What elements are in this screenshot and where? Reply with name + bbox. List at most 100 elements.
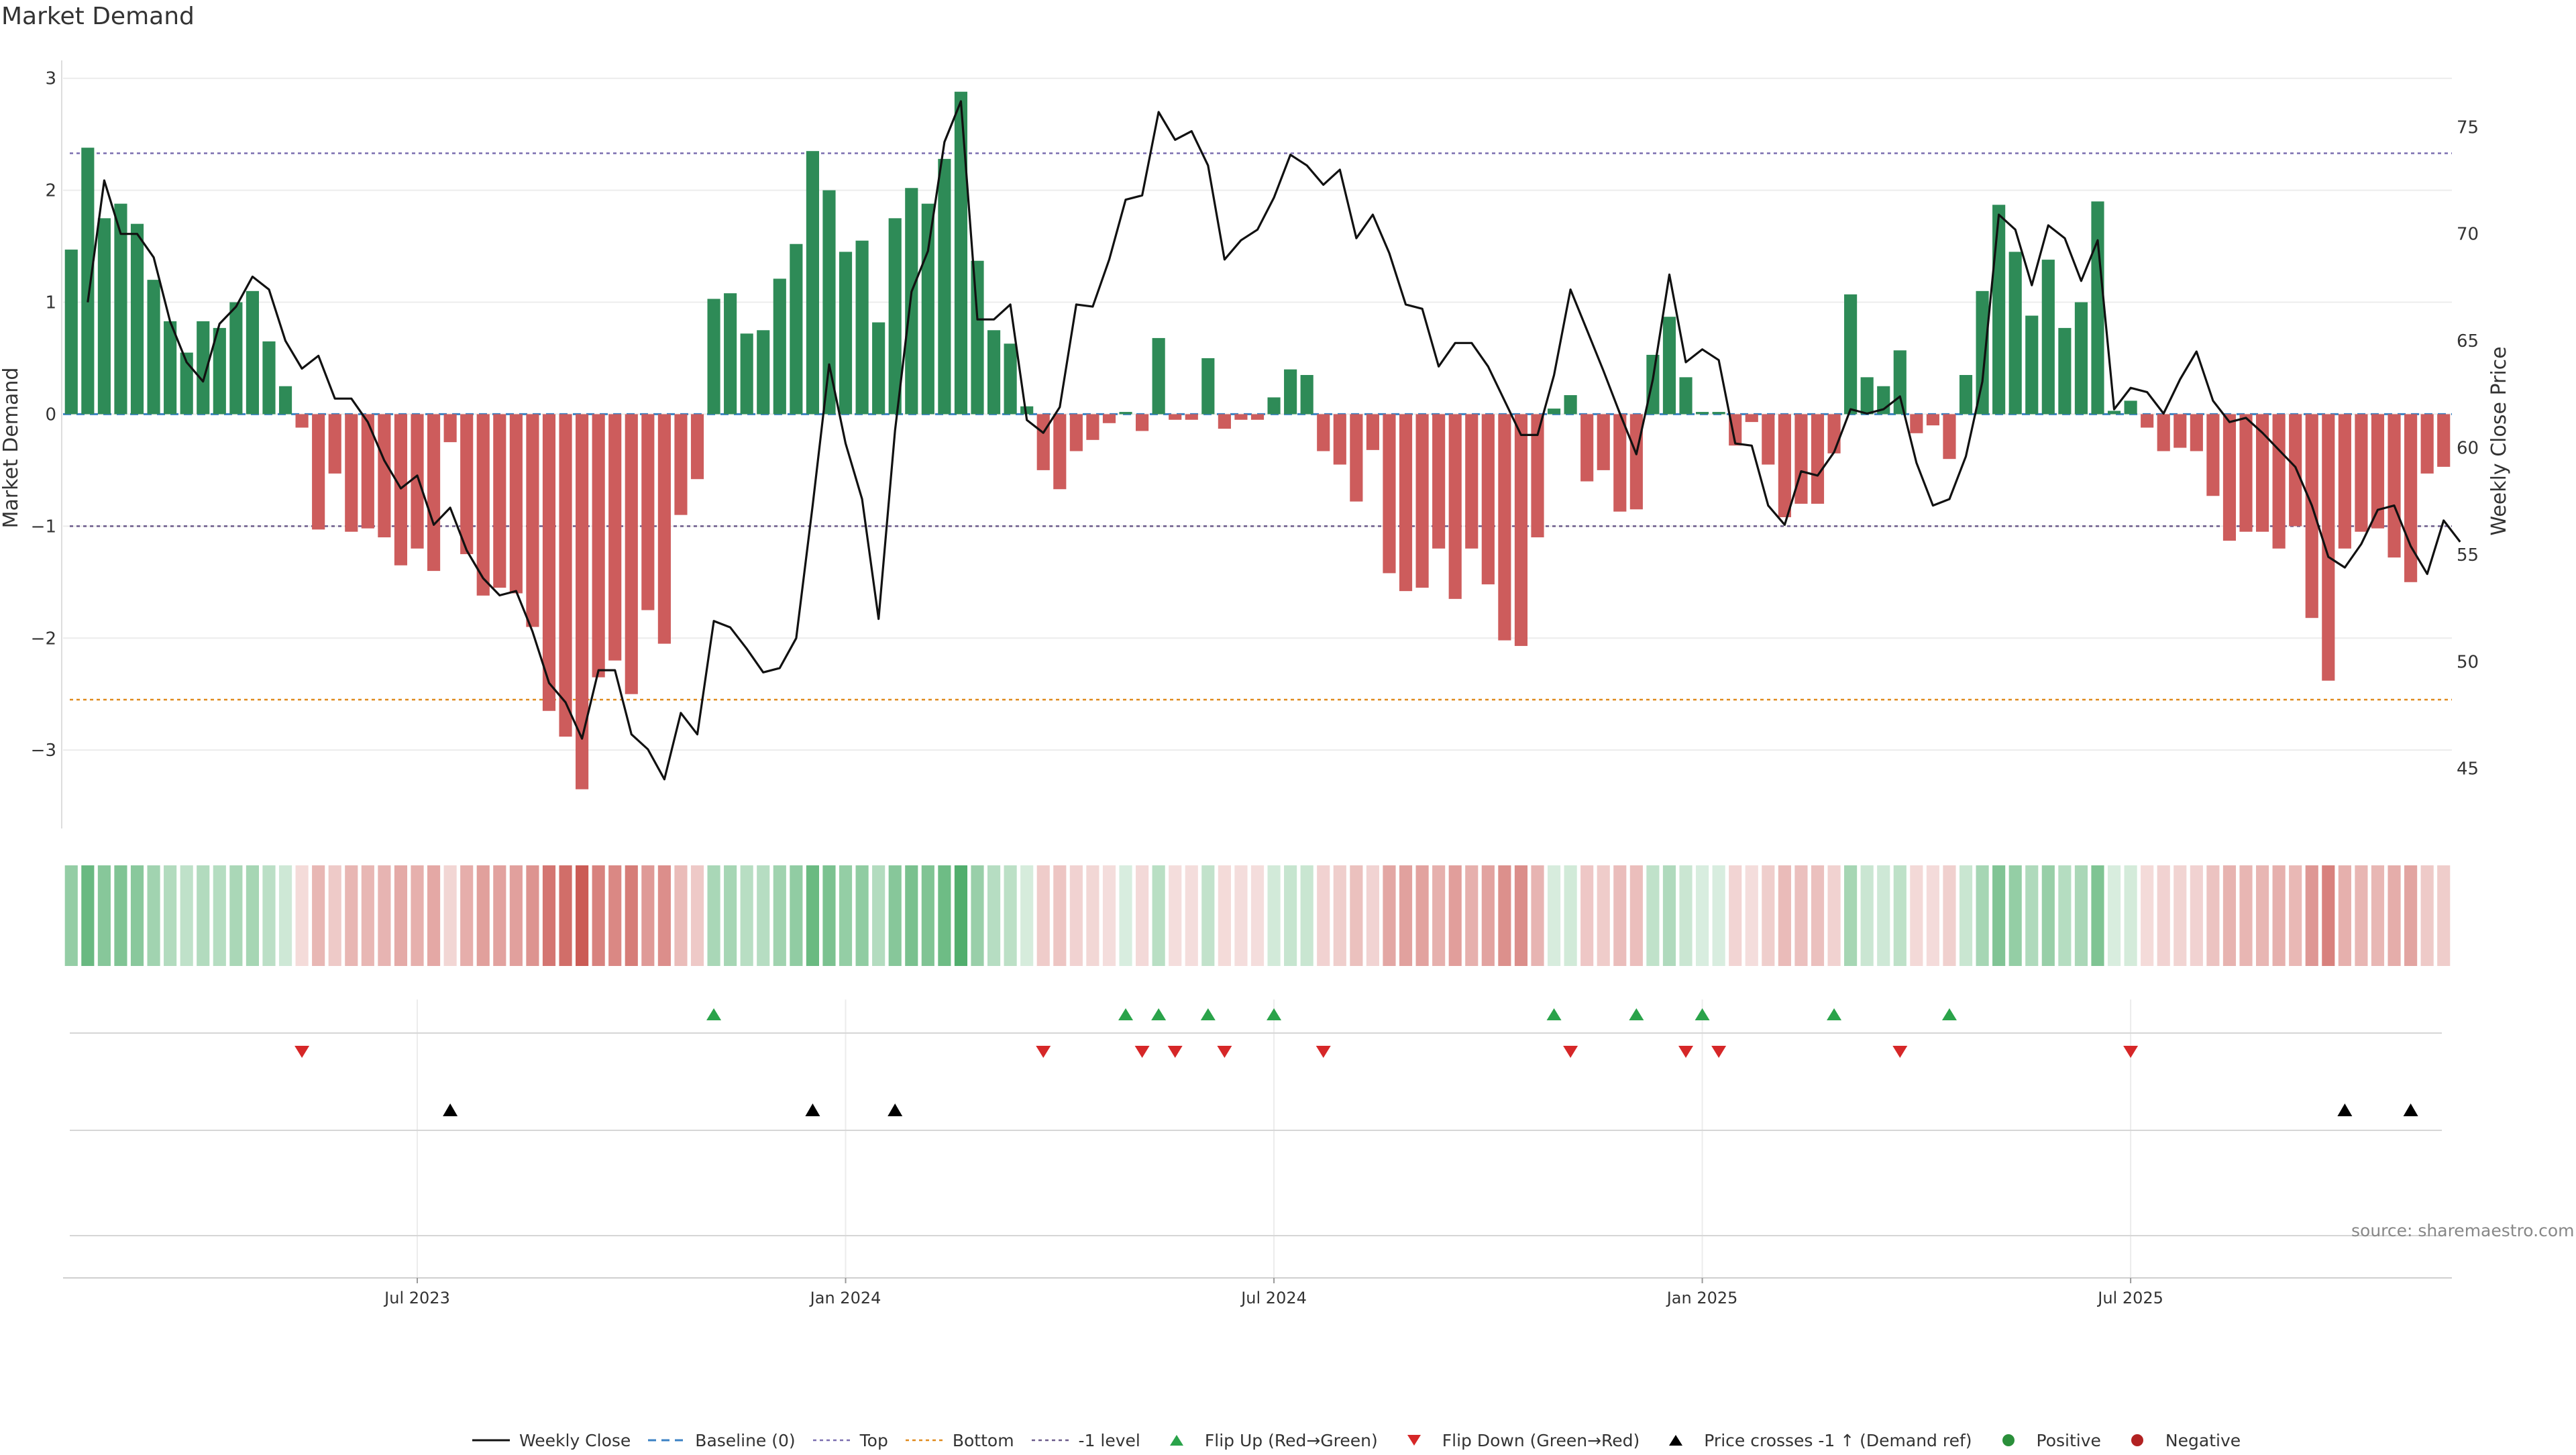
demand-bar-positive — [888, 218, 902, 415]
demand-bar-positive — [262, 341, 276, 415]
demand-bar-negative — [592, 414, 605, 678]
heat-cell — [1136, 865, 1149, 966]
heat-cell — [1564, 865, 1577, 966]
legend-swatch-flip-up — [1155, 1434, 1198, 1447]
heat-cell — [1086, 865, 1099, 966]
price-cross-marker — [888, 1103, 903, 1116]
demand-bar-positive — [2025, 315, 2039, 415]
heat-cell — [2239, 865, 2253, 966]
heat-cell — [1399, 865, 1413, 966]
heat-cell — [592, 865, 605, 966]
demand-bar-negative — [2387, 414, 2401, 558]
demand-bar-positive — [1267, 397, 1281, 415]
heat-cell — [2387, 865, 2401, 966]
heat-cell — [460, 865, 474, 966]
demand-bar-positive — [130, 223, 144, 415]
heat-cell — [164, 865, 177, 966]
demand-bar-positive — [1201, 358, 1215, 415]
demand-bar-positive — [872, 322, 885, 415]
heat-cell — [1481, 865, 1495, 966]
chart-title: Market Demand — [1, 3, 195, 30]
heat-cell — [1514, 865, 1528, 966]
legend-item-weekly-close: Weekly Close — [470, 1431, 631, 1450]
flip-up-marker — [1546, 1008, 1562, 1020]
demand-bar-negative — [2190, 414, 2203, 451]
y2-tick-label: 60 — [2457, 439, 2479, 459]
heat-cell — [2091, 865, 2104, 966]
demand-bar-positive — [180, 352, 193, 415]
heat-cell — [608, 865, 622, 966]
demand-bar-positive — [790, 244, 803, 415]
demand-bar-negative — [641, 414, 655, 610]
demand-bar-negative — [345, 414, 358, 532]
heat-cell — [1943, 865, 1956, 966]
demand-bar-positive — [773, 278, 786, 415]
heat-cell — [674, 865, 688, 966]
heat-cell — [1860, 865, 1874, 966]
demand-bar-negative — [690, 414, 704, 480]
demand-bar-negative — [312, 414, 325, 530]
heat-cell — [1679, 865, 1693, 966]
flip-up-marker — [1827, 1008, 1842, 1020]
heat-cell — [1877, 865, 1890, 966]
heat-cell — [1498, 865, 1511, 966]
heat-cell — [690, 865, 704, 966]
y2-tick-label: 65 — [2457, 331, 2479, 352]
demand-bar-negative — [1794, 414, 1808, 504]
demand-bar-negative — [1053, 414, 1067, 490]
flip-up-marker — [1267, 1008, 1282, 1020]
heat-cell — [2338, 865, 2351, 966]
heat-cell — [1069, 865, 1083, 966]
heat-cell — [790, 865, 803, 966]
demand-bar-negative — [559, 414, 572, 737]
demand-bar-positive — [724, 293, 737, 415]
weekly-close-line — [87, 100, 2461, 781]
heat-cell — [1383, 865, 1396, 966]
demand-bar-negative — [1811, 414, 1825, 504]
demand-bar-negative — [427, 414, 441, 572]
grid-lines — [63, 77, 2452, 1278]
heat-cell — [740, 865, 753, 966]
demand-bar-negative — [1465, 414, 1479, 549]
demand-bar-positive — [1679, 377, 1693, 415]
x-tick-label: Jan 2024 — [809, 1289, 881, 1307]
demand-bar-negative — [674, 414, 688, 515]
heat-cell — [394, 865, 408, 966]
heat-cell — [262, 865, 276, 966]
demand-bar-positive — [757, 330, 770, 415]
demand-bar-positive — [822, 190, 836, 415]
demand-bar-negative — [542, 414, 556, 711]
heat-cell — [2025, 865, 2039, 966]
heat-cell — [1597, 865, 1610, 966]
heat-cell — [971, 865, 984, 966]
x-tick-label: Jul 2023 — [383, 1289, 450, 1307]
heat-cell — [476, 865, 490, 966]
y-tick-label: −1 — [31, 517, 56, 537]
demand-bar-negative — [460, 414, 474, 555]
price-cross-marker — [2403, 1103, 2418, 1116]
demand-bar-negative — [1778, 414, 1791, 517]
demand-bar-positive — [114, 203, 127, 415]
heat-cell — [2404, 865, 2418, 966]
legend-item-cross: Price crosses -1 ↑ (Demand ref) — [1654, 1431, 1972, 1450]
heat-cell — [2190, 865, 2203, 966]
heat-cell — [81, 865, 95, 966]
demand-bar-negative — [2355, 414, 2368, 532]
legend-item-minus-one: -1 level — [1029, 1431, 1140, 1450]
legend-item-positive: Positive — [1987, 1431, 2101, 1450]
demand-bar-positive — [213, 327, 226, 415]
heat-cell — [278, 865, 292, 966]
demand-bar-positive — [2041, 260, 2055, 415]
demand-bar-positive — [921, 203, 934, 415]
heat-cell — [411, 865, 424, 966]
demand-bar-negative — [378, 414, 391, 538]
demand-bar-negative — [1415, 414, 1429, 588]
heat-cell — [2074, 865, 2088, 966]
heat-cell — [921, 865, 934, 966]
demand-bar-negative — [2420, 414, 2434, 474]
demand-bar-positive — [1646, 354, 1660, 415]
flip-down-marker — [1167, 1046, 1183, 1058]
demand-bar-positive — [1564, 395, 1577, 415]
legend-label: Negative — [2165, 1430, 2241, 1450]
